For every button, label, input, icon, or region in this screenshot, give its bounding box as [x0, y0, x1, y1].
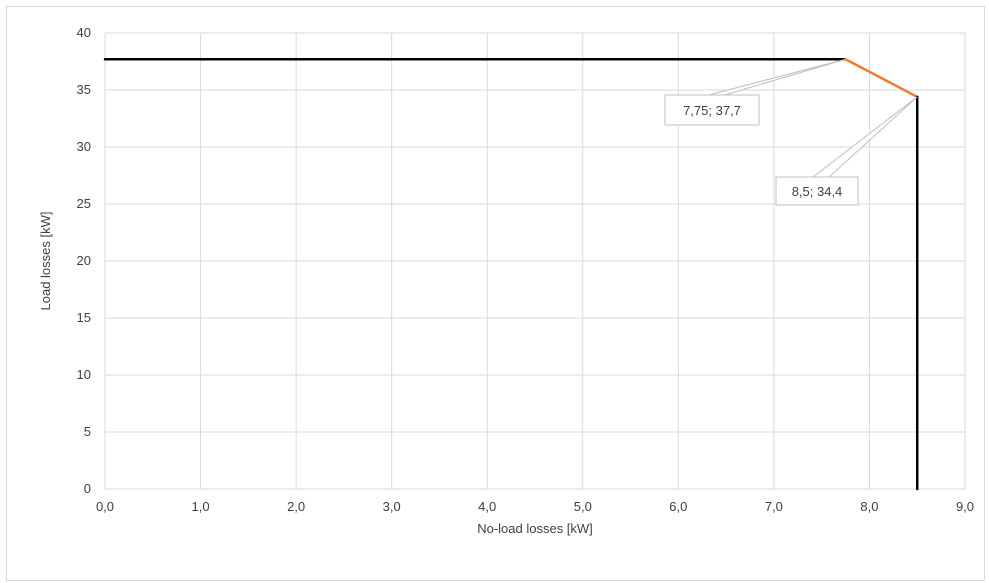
y-tick-label: 0 — [84, 481, 91, 496]
data-label: 7,75; 37,7 — [664, 58, 846, 126]
y-axis-title: Load losses [kW] — [38, 212, 53, 311]
y-tick-label: 5 — [84, 424, 91, 439]
x-tick-label: 9,0 — [956, 499, 974, 514]
x-tick-labels: 0,0 1,0 2,0 3,0 4,0 5,0 6,0 7,0 8,0 9,0 — [96, 499, 974, 514]
x-tick-label: 1,0 — [192, 499, 210, 514]
x-tick-label: 4,0 — [478, 499, 496, 514]
x-tick-label: 7,0 — [765, 499, 783, 514]
y-tick-label: 35 — [77, 82, 91, 97]
data-label-callout — [708, 58, 846, 96]
y-tick-label: 10 — [77, 367, 91, 382]
series-layer — [103, 57, 919, 491]
series-line-2 — [844, 57, 919, 99]
annotations: 7,75; 37,7 8,5; 34,4 — [664, 58, 918, 206]
x-tick-label: 8,0 — [860, 499, 878, 514]
x-tick-label: 2,0 — [287, 499, 305, 514]
y-tick-label: 15 — [77, 310, 91, 325]
x-tick-label: 3,0 — [383, 499, 401, 514]
grid — [104, 32, 966, 490]
data-label-box — [664, 94, 760, 126]
x-tick-label: 6,0 — [669, 499, 687, 514]
y-tick-labels: 0 5 10 15 20 25 30 35 40 — [77, 25, 91, 496]
y-tick-label: 20 — [77, 253, 91, 268]
x-axis-title: No-load losses [kW] — [477, 521, 593, 536]
chart-frame — [6, 6, 985, 581]
y-tick-label: 40 — [77, 25, 91, 40]
y-tick-label: 30 — [77, 139, 91, 154]
data-label-text: 8,5; 34,4 — [792, 184, 843, 199]
y-tick-label: 25 — [77, 196, 91, 211]
x-tick-label: 0,0 — [96, 499, 114, 514]
x-tick-label: 5,0 — [574, 499, 592, 514]
data-label-callout — [812, 96, 918, 178]
data-label-box — [775, 176, 859, 206]
data-label-text: 7,75; 37,7 — [683, 103, 741, 118]
data-label: 8,5; 34,4 — [775, 96, 918, 206]
